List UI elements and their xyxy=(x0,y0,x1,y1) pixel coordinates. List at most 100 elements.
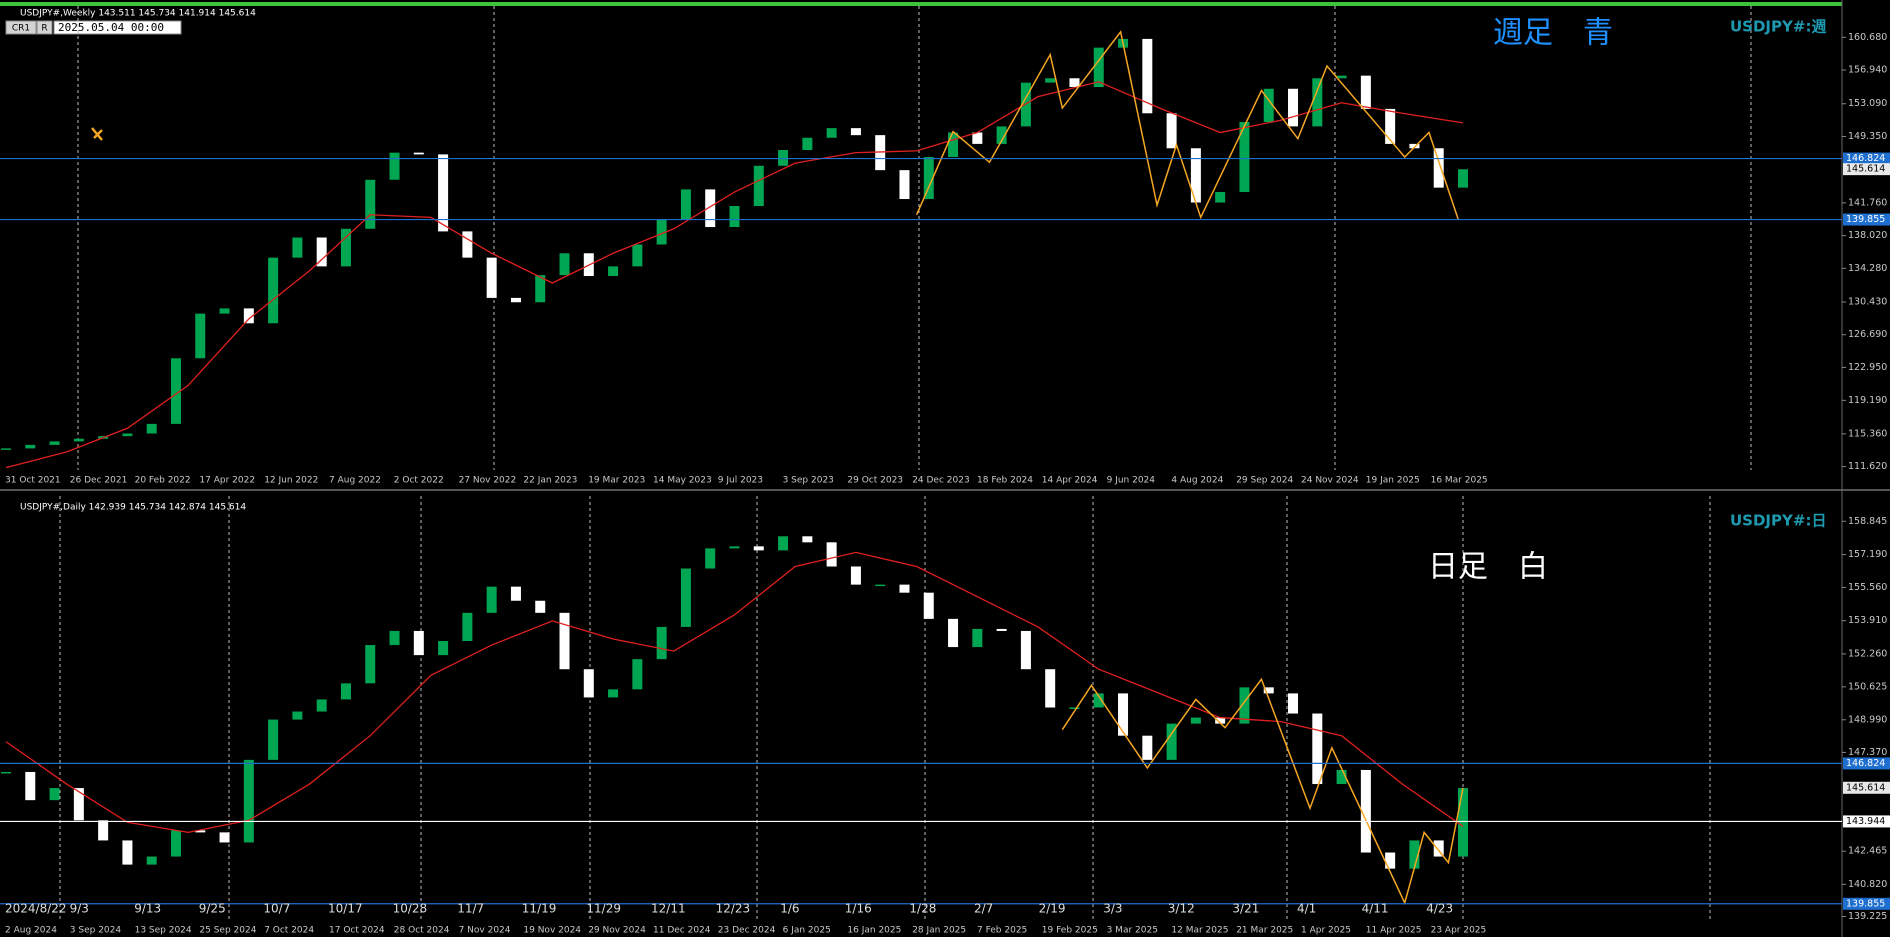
candle-body xyxy=(1093,693,1104,708)
price-tag xyxy=(1843,213,1890,226)
candle-body xyxy=(1239,687,1250,724)
x-tick-label: 1 Apr 2025 xyxy=(1301,926,1351,936)
candle-body xyxy=(1190,148,1201,203)
candle-body xyxy=(850,566,861,585)
y-tick-label: 147.370 xyxy=(1848,747,1887,758)
candle-body xyxy=(632,244,643,267)
x-tick-label: 17 Apr 2022 xyxy=(199,476,255,486)
x-tick-label: 24 Nov 2024 xyxy=(1301,476,1359,486)
y-tick-label: 140.820 xyxy=(1848,879,1887,890)
x-tick-label: 14 Apr 2024 xyxy=(1042,476,1098,486)
separator-label: 1/6 xyxy=(780,902,799,916)
button[interactable] xyxy=(5,20,37,35)
candle-body xyxy=(705,189,716,228)
x-tick-label: 7 Aug 2022 xyxy=(329,476,381,486)
y-tick-label: 142.465 xyxy=(1848,846,1887,857)
candle-body xyxy=(948,618,959,648)
y-tick-label: 158.845 xyxy=(1848,516,1887,527)
candle-body xyxy=(996,628,1007,631)
candle-body xyxy=(1409,840,1420,869)
candle-body xyxy=(729,546,740,549)
y-tick-label: 152.260 xyxy=(1848,648,1887,659)
candle-body xyxy=(972,132,983,144)
candle-body xyxy=(292,711,303,720)
current-price-tag xyxy=(1843,163,1890,176)
candle-body xyxy=(389,630,400,646)
separator-label: 11/19 xyxy=(522,902,557,916)
button-label: R xyxy=(41,24,47,34)
separator-label: 2024/8/22 xyxy=(5,902,67,916)
candle-body xyxy=(923,592,934,619)
candle-body xyxy=(462,231,473,258)
candle-body xyxy=(219,308,230,314)
candle-body xyxy=(122,433,133,437)
candle-body xyxy=(583,669,594,698)
moving-average xyxy=(5,81,1464,469)
candle-body xyxy=(1045,78,1056,83)
x-tick-label: 2 Oct 2022 xyxy=(394,476,444,486)
candle-body xyxy=(632,659,643,690)
price-tag-label: 143.944 xyxy=(1846,816,1885,827)
separator-label: 4/11 xyxy=(1362,902,1389,916)
candle-body xyxy=(1069,78,1080,88)
candle-body xyxy=(802,536,813,543)
y-tick-label: 153.090 xyxy=(1848,98,1887,109)
current-price-label: 145.614 xyxy=(1846,164,1885,175)
candle-body xyxy=(608,266,619,277)
price-tag-label: 139.855 xyxy=(1846,214,1885,225)
candle-body xyxy=(1045,669,1056,708)
y-tick-label: 157.190 xyxy=(1848,549,1887,560)
candle-body xyxy=(195,313,206,359)
candle-body xyxy=(753,165,764,207)
x-tick-label: 26 Dec 2021 xyxy=(70,476,128,486)
separator-label: 10/28 xyxy=(393,902,428,916)
candle-body xyxy=(316,699,327,712)
x-tick-label: 13 Sep 2024 xyxy=(135,926,192,936)
candle-body xyxy=(753,546,764,551)
separator-label: 10/7 xyxy=(263,902,290,916)
separator-label: 9/3 xyxy=(70,902,89,916)
annotation: 日足 白 xyxy=(1428,550,1548,585)
candle-body xyxy=(875,135,886,171)
price-tag xyxy=(1843,815,1890,828)
y-tick-label: 160.680 xyxy=(1848,32,1887,43)
separator-label: 12/23 xyxy=(716,902,751,916)
candle-body xyxy=(1118,693,1129,736)
x-tick-label: 14 May 2023 xyxy=(653,476,712,486)
x-tick-label: 11 Apr 2025 xyxy=(1366,926,1422,936)
candle-body xyxy=(146,856,157,865)
candle-body xyxy=(438,641,449,656)
y-tick-label: 141.760 xyxy=(1848,197,1887,208)
candle-body xyxy=(462,612,473,642)
button-label: CR1 xyxy=(12,24,30,34)
symbol-label: USDJPY#:週 xyxy=(1730,18,1826,36)
x-tick-label: 7 Nov 2024 xyxy=(459,926,511,936)
candle-body xyxy=(510,297,521,303)
candle-body xyxy=(219,832,230,843)
candle-body xyxy=(996,126,1007,144)
candle-body xyxy=(268,257,279,324)
candle-body xyxy=(486,257,497,298)
candle-body xyxy=(656,219,667,245)
candle-body xyxy=(49,788,60,801)
candle-body xyxy=(802,137,813,151)
moving-average xyxy=(5,551,1464,834)
candle-body xyxy=(413,630,424,656)
candle-body xyxy=(1215,192,1226,203)
separator-label: 3/21 xyxy=(1232,902,1259,916)
candle-body xyxy=(778,150,789,166)
candle-body xyxy=(948,132,959,158)
x-tick-label: 29 Sep 2024 xyxy=(1236,476,1293,486)
price-tag xyxy=(1843,152,1890,165)
separator-label: 10/17 xyxy=(328,902,363,916)
x-tick-label: 9 Jul 2023 xyxy=(718,476,763,486)
x-tick-label: 2 Aug 2024 xyxy=(5,926,57,936)
y-tick-label: 155.560 xyxy=(1848,582,1887,593)
candle-body xyxy=(850,128,861,136)
time-box[interactable] xyxy=(53,20,182,35)
y-tick-label: 134.280 xyxy=(1848,263,1887,274)
candle-body xyxy=(365,179,376,229)
x-tick-label: 7 Oct 2024 xyxy=(264,926,314,936)
button[interactable] xyxy=(36,20,53,35)
candle-body xyxy=(608,689,619,698)
